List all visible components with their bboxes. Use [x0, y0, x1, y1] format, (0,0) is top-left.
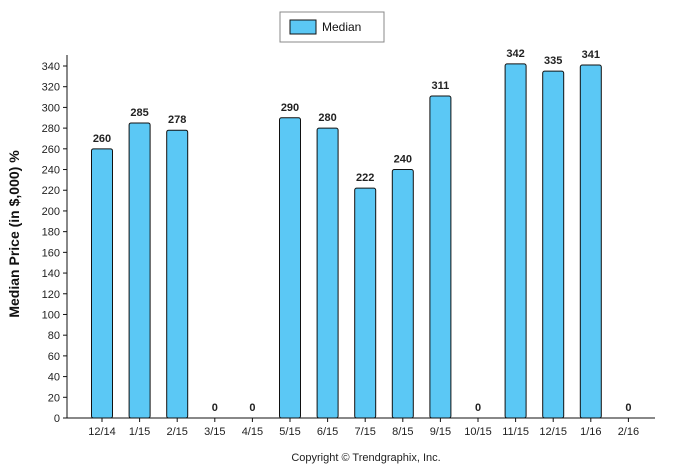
x-tick-label: 11/15: [502, 426, 529, 438]
x-tick-label: 10/15: [464, 426, 492, 438]
bar: [504, 63, 527, 419]
x-tick-label: 12/15: [539, 426, 567, 438]
bar: [391, 169, 414, 419]
data-label: 335: [544, 55, 562, 67]
data-label: 0: [475, 402, 481, 414]
y-tick-label: 320: [42, 82, 60, 94]
x-tick-label: 3/15: [204, 426, 225, 438]
bars: 260 285 278 0 0 290 280 222 240 311 0 342 335 341 0: [91, 48, 631, 419]
data-label: 260: [93, 133, 111, 145]
bar: [429, 95, 452, 419]
bar: [316, 127, 339, 419]
y-axis-title: Median Price (in $,000) %: [6, 150, 22, 318]
x-tick-label: 4/15: [242, 426, 263, 438]
y-tick-label: 80: [48, 330, 60, 342]
data-label: 0: [212, 402, 218, 414]
x-axis-ticks: 12/14 1/15 2/15 3/15 4/15 5/15 6/15 7/15 8/15 9/1…: [88, 418, 639, 438]
bar: [354, 187, 377, 419]
y-tick-label: 300: [42, 102, 60, 114]
data-label: 222: [356, 172, 374, 184]
data-label: 0: [625, 402, 631, 414]
x-tick-label: 12/14: [88, 426, 116, 438]
y-tick-label: 160: [42, 247, 60, 259]
data-label: 342: [506, 48, 524, 60]
legend: Median: [279, 11, 385, 43]
legend-swatch: [289, 19, 317, 35]
data-label: 290: [281, 102, 299, 114]
bar: [279, 117, 301, 419]
bar: [91, 148, 113, 419]
data-label: 240: [394, 154, 412, 166]
y-tick-label: 60: [48, 351, 60, 363]
data-label: 278: [168, 114, 186, 126]
y-tick-label: 200: [42, 206, 60, 218]
x-tick-label: 1/16: [580, 426, 601, 438]
x-tick-label: 1/15: [129, 426, 150, 438]
data-label: 311: [432, 80, 450, 92]
data-label: 280: [318, 112, 336, 124]
y-tick-label: 280: [42, 123, 60, 135]
bar: [579, 64, 602, 419]
x-tick-label: 2/16: [618, 426, 639, 438]
x-tick-label: 8/15: [392, 426, 413, 438]
data-label: 285: [130, 107, 148, 119]
x-tick-label: 6/15: [317, 426, 338, 438]
y-tick-label: 240: [42, 165, 60, 177]
y-tick-label: 0: [54, 413, 60, 425]
bar: [128, 122, 151, 419]
y-tick-label: 20: [48, 392, 60, 404]
y-tick-label: 180: [42, 227, 60, 239]
y-tick-label: 140: [42, 268, 60, 280]
x-tick-label: 7/15: [354, 426, 375, 438]
x-tick-label: 9/15: [430, 426, 451, 438]
y-tick-label: 220: [42, 185, 60, 197]
y-tick-label: 340: [42, 61, 60, 73]
y-tick-label: 40: [48, 372, 60, 384]
x-tick-label: 2/15: [166, 426, 187, 438]
y-axis-ticks: 0 20 40 60 80 100 120 140 160 180 200 220 240 260 280 3…: [42, 61, 67, 425]
data-label: 0: [249, 402, 255, 414]
x-tick-label: 5/15: [279, 426, 300, 438]
data-label: 341: [582, 49, 600, 61]
bar: [542, 70, 565, 419]
y-tick-label: 120: [42, 289, 60, 301]
y-tick-label: 100: [42, 309, 60, 321]
bar: [166, 129, 189, 419]
legend-label: Median: [322, 20, 361, 34]
copyright-text: Copyright © Trendgraphix, Inc.: [291, 452, 440, 464]
y-tick-label: 260: [42, 144, 60, 156]
